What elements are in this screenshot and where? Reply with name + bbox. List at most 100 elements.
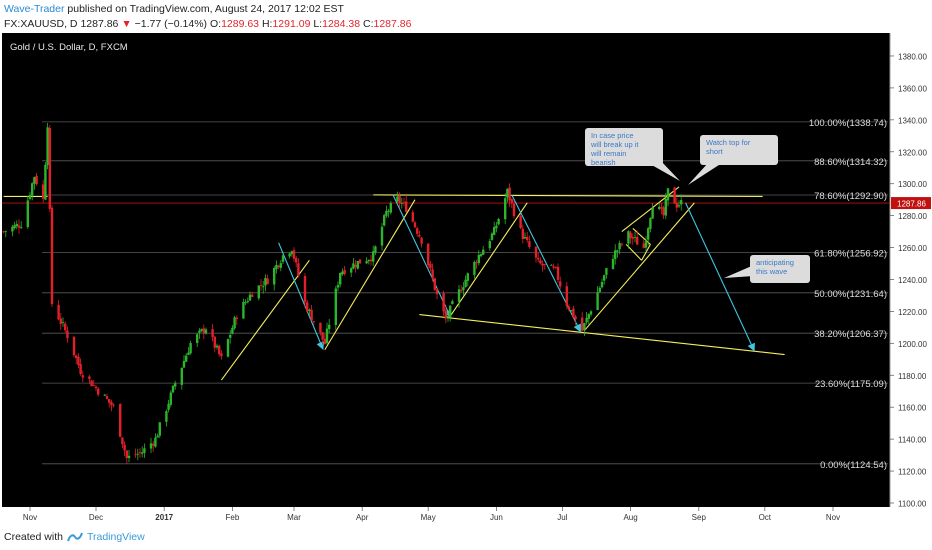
candle-body-139 [431, 269, 434, 279]
y-tick-label-14: 1100.00 [898, 500, 927, 509]
y-tick-label-6: 1260.00 [898, 244, 927, 253]
current-price-label: 1287.86 [897, 200, 926, 209]
candle-body-29 [92, 385, 95, 386]
candle-body-143 [444, 310, 447, 319]
candle-body-45 [141, 452, 144, 454]
cyan-wave-2 [392, 194, 452, 319]
candle-body-18 [59, 318, 62, 324]
tradingview-brand[interactable]: TradingView [86, 531, 145, 543]
candle-body-84 [262, 286, 265, 288]
candle-body-3 [13, 225, 16, 229]
yellow-channel-2 [324, 199, 416, 351]
candle-body-103 [321, 332, 324, 340]
fib-label-2: 78.60%(1292.90) [814, 191, 887, 202]
candle-body-83 [259, 285, 263, 286]
candle-body-150 [464, 279, 467, 288]
candle-body-115 [356, 261, 359, 269]
y-tick-label-5: 1280.00 [898, 212, 927, 221]
candle-body-176 [543, 264, 546, 266]
candle-body-131 [405, 201, 408, 213]
y-tick-label-1: 1360.00 [898, 84, 927, 93]
candle-body-200 [618, 243, 621, 250]
candle-body-134 [416, 228, 419, 234]
fib-label-0: 100.00%(1338.74) [809, 118, 887, 129]
candle-body-25 [79, 364, 82, 375]
candle-body-158 [490, 233, 494, 240]
candle-body-195 [603, 275, 606, 281]
candle-body-12 [42, 184, 45, 199]
yellow-flag-top [632, 227, 651, 245]
candle-body-142 [442, 292, 445, 312]
candle-body-50 [156, 435, 159, 438]
fib-label-5: 38.20%(1206.37) [814, 329, 887, 340]
annotation-box-0 [585, 128, 663, 166]
support-line [419, 314, 785, 356]
annotation-text-0-1: will break up it [590, 140, 639, 149]
candle-body-141 [435, 289, 439, 295]
change-value: −1.77 (−0.14%) [134, 18, 208, 30]
fib-label-7: 0.00%(1124.54) [820, 460, 887, 471]
candle-body-78 [244, 302, 247, 304]
candle-body-114 [354, 264, 357, 268]
annotation-text-1-1: short [706, 147, 724, 156]
x-tick-label-2: 2017 [155, 513, 173, 522]
candle-body-120 [372, 251, 375, 262]
candle-body-129 [400, 203, 403, 204]
candle-body-128 [398, 195, 401, 204]
x-tick-label-1: Dec [89, 513, 103, 522]
candle-body-111 [343, 269, 346, 274]
candle-body-159 [493, 227, 496, 235]
candle-body-93 [290, 251, 293, 255]
candle-body-183 [567, 306, 571, 310]
candle-body-38 [121, 437, 124, 445]
x-tick-label-7: Jun [490, 513, 503, 522]
price-chart[interactable]: 100.00%(1338.74) 88.60%(1314.32) 78.60%(12… [0, 33, 932, 523]
resistance-line [373, 194, 763, 198]
down-arrow-icon: ▼ [121, 18, 132, 30]
candle-body-218 [675, 202, 678, 208]
candle-body-201 [620, 243, 623, 245]
candle-body-71 [220, 353, 223, 357]
candle-body-191 [589, 311, 593, 315]
candle-body-96 [297, 263, 300, 276]
annotation-text-2-0: anticipating [756, 258, 794, 267]
candle-body-34 [108, 399, 111, 403]
candle-body-152 [473, 261, 476, 275]
candle-body-194 [600, 281, 604, 288]
open-value: 1289.63 [221, 18, 260, 30]
drawings [3, 186, 785, 381]
candle-body-168 [521, 228, 524, 240]
price-axis-background [890, 33, 932, 507]
candle-body-100 [310, 309, 313, 321]
candle-body-28 [90, 380, 93, 387]
candle-body-66 [204, 329, 208, 334]
annotation-text-1-0: Watch top for [706, 138, 751, 147]
y-tick-label-0: 1380.00 [898, 52, 927, 61]
candle-body-122 [380, 226, 384, 246]
candle-body-40 [125, 450, 128, 459]
fib-label-6: 23.60%(1175.09) [815, 379, 887, 390]
candle-body-127 [396, 196, 399, 202]
cyan-wave-1 [278, 242, 324, 350]
x-tick-label-10: Sep [692, 513, 707, 522]
candle-body-21 [66, 330, 69, 339]
candle-body-104 [323, 338, 326, 345]
candle-body-14 [46, 127, 49, 166]
candle-body-146 [451, 301, 454, 305]
candle-body-56 [174, 383, 177, 387]
fib-label-3: 61.80%(1256.92) [814, 248, 887, 259]
candle-body-169 [523, 236, 527, 239]
candle-body-4 [15, 223, 18, 227]
candle-body-15 [48, 127, 51, 209]
y-tick-label-8: 1220.00 [898, 308, 927, 317]
candle-body-39 [123, 444, 126, 451]
candle-body-135 [418, 235, 421, 237]
candle-body-212 [658, 206, 661, 209]
author-link[interactable]: Wave-Trader [4, 3, 65, 15]
candle-body-106 [328, 324, 331, 329]
candle-body-57 [180, 367, 183, 385]
candle-body-10 [33, 177, 36, 184]
candle-body-196 [605, 268, 608, 275]
candle-body-125 [387, 210, 390, 212]
